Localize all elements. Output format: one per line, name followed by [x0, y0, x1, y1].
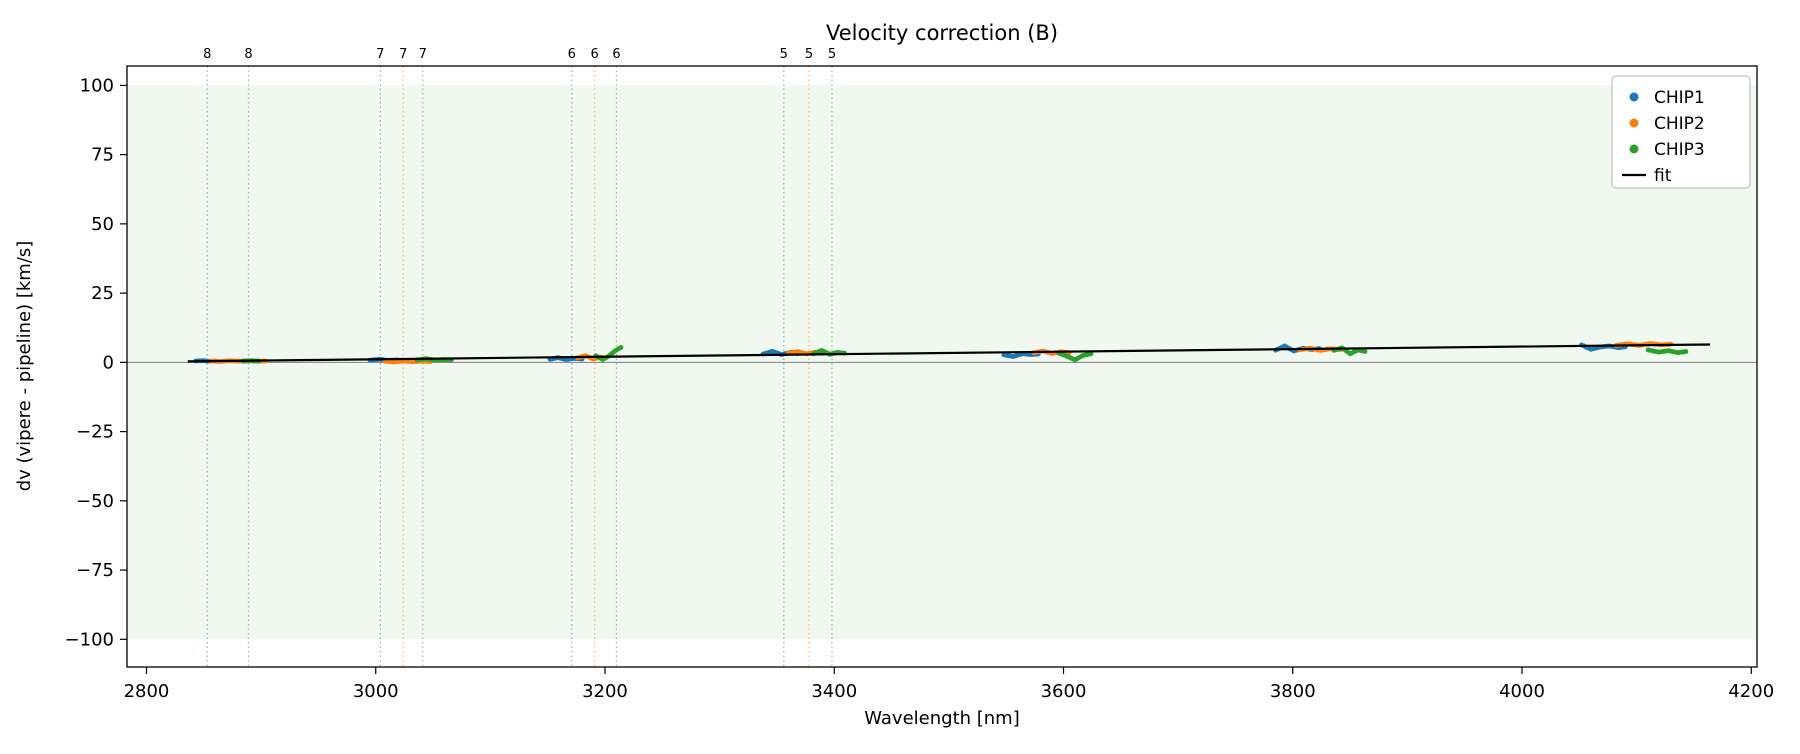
chart-title: Velocity correction (B): [826, 21, 1058, 45]
x-tick-label: 4000: [1499, 681, 1545, 702]
order-marker-label: 5: [805, 47, 813, 62]
order-marker-label: 8: [244, 47, 252, 62]
order-marker-label: 7: [419, 47, 427, 62]
y-tick-label: −50: [76, 491, 114, 512]
x-tick-label: 4200: [1728, 681, 1774, 702]
legend-marker-chip3: [1629, 144, 1639, 154]
order-marker-label: 5: [780, 47, 788, 62]
y-tick-label: −25: [76, 422, 114, 443]
legend-label: CHIP3: [1654, 140, 1705, 160]
y-tick-label: −100: [65, 629, 114, 650]
y-tick-label: 50: [91, 214, 114, 235]
order-marker-label: 6: [591, 47, 599, 62]
order-marker-label: 5: [828, 47, 836, 62]
legend-box: [1611, 75, 1751, 189]
x-tick-label: 3400: [811, 681, 857, 702]
x-tick-label: 3000: [353, 681, 399, 702]
order-marker-label: 6: [568, 47, 576, 62]
chip3-points: [240, 345, 1689, 364]
legend-label: CHIP2: [1654, 114, 1705, 134]
y-tick-label: 75: [91, 145, 114, 166]
order-marker-label: 7: [376, 47, 384, 62]
y-axis-label: dv (vipere - pipeline) [km/s]: [14, 241, 35, 492]
y-tick-label: 100: [80, 75, 114, 96]
legend-label: CHIP1: [1654, 88, 1705, 108]
x-tick-label: 3800: [1270, 681, 1316, 702]
legend-label: fit: [1654, 166, 1672, 186]
order-marker-label: 6: [612, 47, 620, 62]
order-marker-label: 7: [399, 47, 407, 62]
y-tick-label: −75: [76, 560, 114, 581]
x-tick-label: 3600: [1041, 681, 1087, 702]
plot-border: [126, 65, 1758, 668]
y-tick-label: 0: [103, 352, 114, 373]
order-marker-label: 8: [203, 47, 211, 62]
fit-line: [187, 343, 1711, 363]
x-tick-label: 3200: [582, 681, 628, 702]
legend: CHIP1 CHIP2 CHIP3 fit: [1611, 75, 1751, 189]
x-tick-label: 2800: [124, 681, 170, 702]
y-tick-label: 25: [91, 283, 114, 304]
legend-marker-chip1: [1629, 92, 1639, 102]
x-axis-label: Wavelength [nm]: [864, 708, 1020, 729]
legend-marker-chip2: [1629, 118, 1639, 128]
